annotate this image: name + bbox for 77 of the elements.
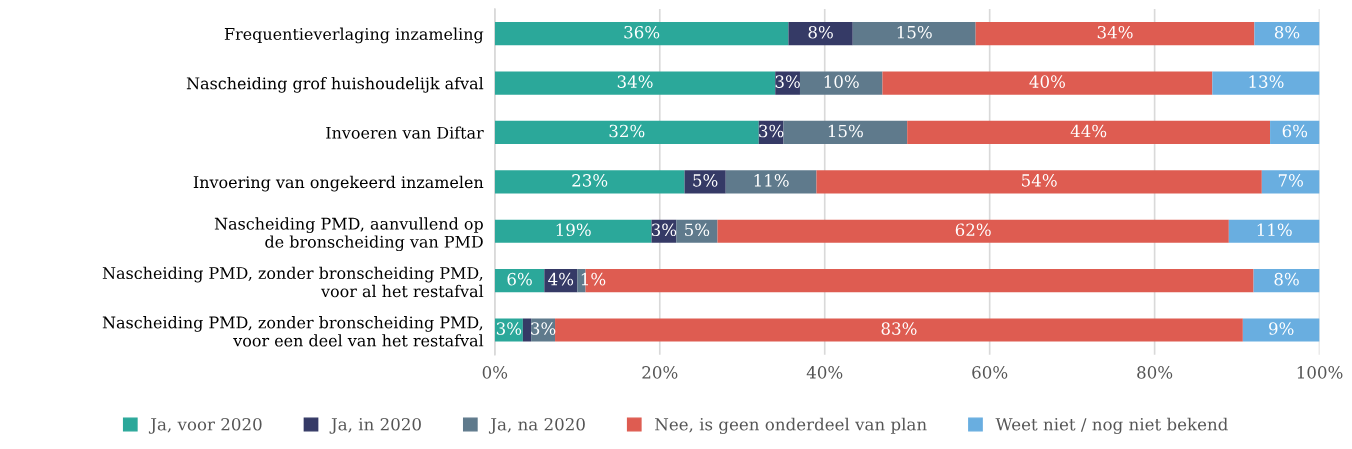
data-label: 3% bbox=[496, 322, 522, 335]
data-label: 34% bbox=[617, 75, 653, 88]
bar bbox=[522, 318, 532, 342]
data-label: 83% bbox=[881, 322, 917, 335]
data-label: 11% bbox=[754, 174, 789, 187]
bar bbox=[676, 219, 718, 243]
y-tick-label: Nascheiding grof huishoudelijk afval bbox=[186, 77, 484, 93]
data-label: 19% bbox=[556, 223, 591, 237]
legend-label: Nee, is geen onderdeel van plan bbox=[655, 417, 927, 434]
data-label: 8% bbox=[1274, 25, 1300, 39]
data-label: 7% bbox=[1278, 174, 1303, 187]
data-label: 3% bbox=[775, 75, 800, 88]
x-tick-label: 100% bbox=[1297, 366, 1343, 379]
bar bbox=[494, 269, 545, 293]
bar bbox=[494, 219, 652, 243]
y-tick-label: Nascheiding PMD, zonder bronscheiding PMD, voor een deel van het restafval bbox=[102, 316, 484, 347]
bar bbox=[555, 318, 1243, 342]
y-tick-label: Nascheiding PMD, aanvullend op de bronscheiding van PMD bbox=[214, 217, 483, 252]
data-label: 34% bbox=[1097, 25, 1133, 39]
y-tick-label: Invoering van ongekeerd inzamelen bbox=[193, 175, 484, 192]
x-tick-label: 40% bbox=[806, 366, 843, 379]
bar bbox=[717, 219, 1229, 243]
data-label: 5% bbox=[693, 174, 718, 187]
bar bbox=[725, 170, 817, 194]
bar bbox=[1242, 318, 1320, 342]
bar bbox=[1212, 71, 1320, 95]
bar bbox=[494, 22, 789, 46]
bar bbox=[494, 71, 776, 95]
bar bbox=[799, 71, 883, 95]
data-label: 36% bbox=[624, 25, 660, 39]
data-label: 15% bbox=[897, 25, 932, 39]
data-label: 54% bbox=[1022, 174, 1057, 187]
bar bbox=[1254, 22, 1320, 46]
bar bbox=[907, 120, 1271, 145]
data-label: 62% bbox=[955, 223, 991, 237]
data-label: 10% bbox=[824, 75, 859, 88]
y-tick-label: Invoeren van Diftar bbox=[326, 126, 484, 139]
x-tick-label: 80% bbox=[1137, 366, 1173, 379]
x-tick-label: 0% bbox=[482, 366, 508, 379]
legend-label: Weet niet / nog niet bekend bbox=[995, 417, 1228, 434]
data-label: 13% bbox=[1249, 75, 1284, 88]
bar bbox=[1253, 269, 1320, 293]
data-label: 23% bbox=[572, 174, 608, 187]
data-label: 3% bbox=[651, 223, 677, 237]
data-label: 40% bbox=[1029, 75, 1065, 88]
data-label: 3% bbox=[759, 124, 784, 138]
bar bbox=[975, 22, 1255, 46]
bar bbox=[1261, 170, 1320, 194]
bar bbox=[494, 170, 685, 194]
y-tick-label: Frequentieverlaging inzameling bbox=[224, 27, 484, 44]
data-label: 5% bbox=[685, 223, 710, 237]
data-label: 32% bbox=[609, 124, 645, 138]
data-label: 8% bbox=[1274, 272, 1299, 286]
data-label: 6% bbox=[1282, 124, 1308, 138]
bar bbox=[775, 71, 800, 95]
legend-label: Ja, in 2020 bbox=[329, 417, 421, 434]
x-tick-label: 60% bbox=[972, 366, 1008, 379]
bar bbox=[816, 170, 1262, 194]
legend-label: Ja, voor 2020 bbox=[148, 417, 262, 434]
x-tick-label: 20% bbox=[642, 366, 678, 379]
data-label: 8% bbox=[808, 25, 833, 39]
data-label: 44% bbox=[1070, 124, 1107, 138]
bar bbox=[494, 318, 523, 342]
bar bbox=[788, 22, 853, 46]
bar bbox=[783, 120, 908, 145]
data-label: 6% bbox=[507, 272, 532, 286]
bar bbox=[852, 22, 976, 46]
data-label: 4% bbox=[548, 272, 574, 286]
legend-label: Ja, na 2020 bbox=[488, 417, 585, 434]
bar bbox=[1270, 120, 1320, 145]
y-tick-label: Nascheiding PMD, zonder bronscheiding PMD, voor al het restafval bbox=[102, 266, 484, 298]
data-label: 15% bbox=[828, 124, 863, 138]
data-label: 11% bbox=[1257, 223, 1292, 237]
bar bbox=[882, 71, 1213, 95]
data-label: 9% bbox=[1269, 322, 1294, 335]
bar bbox=[494, 120, 759, 145]
bar bbox=[1228, 219, 1320, 243]
